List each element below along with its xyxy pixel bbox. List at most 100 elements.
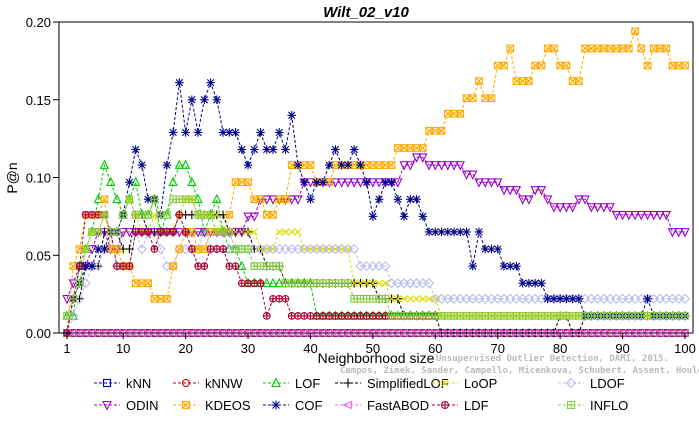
- data-point-odin: [368, 178, 378, 188]
- data-point-odin: [493, 178, 503, 188]
- data-point-loop: [150, 211, 159, 219]
- data-point-cof: [562, 294, 571, 304]
- data-point-inflo: [281, 279, 290, 288]
- data-point-inflo: [125, 195, 134, 204]
- data-point-kdeos: [100, 195, 109, 204]
- data-point-lof: [187, 176, 197, 187]
- data-point-ldf: [175, 210, 184, 219]
- data-point-ldf: [225, 262, 234, 270]
- data-point-ldof: [136, 243, 147, 255]
- data-point-lof: [268, 277, 278, 288]
- x-axis-title: Neighborhood size: [318, 350, 435, 366]
- data-point-ldf: [281, 294, 290, 303]
- data-point-odin: [486, 178, 497, 188]
- data-point-inflo: [256, 262, 265, 270]
- data-point-lof: [93, 193, 103, 204]
- data-point-odin: [555, 203, 565, 213]
- data-point-odin: [62, 294, 72, 305]
- data-point-inflo: [294, 279, 302, 288]
- y-tick-label-1: 0.05: [26, 248, 51, 263]
- data-point-inflo: [119, 210, 128, 219]
- data-point-inflo: [225, 228, 234, 236]
- data-point-inflo: [181, 195, 190, 204]
- data-point-loop: [213, 211, 221, 219]
- data-point-cof: [337, 160, 346, 170]
- data-point-ldf: [312, 312, 321, 320]
- data-point-cof: [418, 212, 428, 221]
- data-point-odin: [624, 210, 634, 221]
- data-point-kdeos: [175, 245, 184, 253]
- data-point-cof: [93, 244, 103, 254]
- data-point-cof: [530, 278, 540, 288]
- data-point-cof: [237, 145, 247, 154]
- credit-line-1: Unsupervised Outlier Detection, DAMI, 20…: [436, 353, 669, 364]
- data-point-odin: [511, 186, 522, 196]
- data-point-cof: [643, 294, 652, 304]
- data-point-odin: [174, 228, 185, 238]
- data-point-cof: [512, 261, 521, 271]
- data-point-inflo: [244, 245, 252, 253]
- data-point-odin: [430, 161, 440, 171]
- plot-lines: [66, 29, 685, 334]
- data-point-cof: [256, 128, 265, 137]
- data-point-ldf: [163, 228, 171, 236]
- series-line-cof: [66, 81, 685, 334]
- data-point-cof: [200, 95, 209, 105]
- data-point-inflo: [362, 294, 371, 303]
- data-point-odin: [149, 228, 160, 238]
- data-point-ldf: [94, 210, 103, 219]
- x-tick-label-30: 30: [241, 341, 255, 356]
- data-point-kdeos: [169, 262, 177, 270]
- credit-line-2: Campos, Zimek, Sander, Campello, Micenko…: [340, 365, 699, 376]
- data-point-odin: [355, 178, 366, 188]
- legend-item-kdeos: KDEOS: [173, 398, 251, 413]
- data-point-cof: [168, 128, 178, 137]
- data-point-kdeos: [649, 44, 658, 53]
- data-point-kdeos: [518, 77, 527, 85]
- data-point-odin: [468, 170, 478, 180]
- data-point-loop: [406, 295, 415, 303]
- data-point-ldf: [194, 262, 202, 270]
- data-point-cof: [225, 128, 234, 137]
- legend-marker-simplifiedlof: [343, 378, 353, 388]
- data-point-odin: [336, 178, 347, 188]
- data-point-cof: [362, 177, 371, 187]
- data-point-cof: [349, 145, 359, 154]
- data-point-ldf: [369, 312, 377, 320]
- data-point-inflo: [163, 210, 171, 219]
- data-point-odin: [193, 228, 203, 238]
- data-point-odin: [586, 203, 597, 213]
- data-point-odin: [118, 228, 128, 238]
- legend-label-inflo: INFLO: [590, 398, 628, 413]
- data-point-ldf: [269, 294, 277, 303]
- legend-item-cof: COF: [263, 398, 323, 413]
- data-point-inflo: [169, 195, 177, 204]
- data-point-loop: [387, 295, 396, 303]
- data-point-inflo: [319, 279, 327, 288]
- data-point-cof: [493, 244, 503, 254]
- data-point-kdeos: [599, 44, 608, 53]
- data-point-inflo: [468, 312, 477, 320]
- data-point-loop: [362, 279, 371, 287]
- data-point-loop: [381, 279, 390, 287]
- data-point-inflo: [375, 294, 383, 303]
- x-tick-label-40: 40: [303, 341, 317, 356]
- x-tick-label-10: 10: [116, 341, 130, 356]
- legend-item-loop: LoOP: [432, 376, 497, 391]
- data-point-lof: [130, 176, 141, 187]
- data-point-inflo: [150, 195, 159, 204]
- data-point-ldf: [300, 312, 309, 320]
- data-point-inflo: [356, 294, 365, 303]
- data-point-kdeos: [681, 61, 689, 70]
- data-point-kdeos: [306, 161, 315, 169]
- data-point-kdeos: [525, 77, 533, 85]
- data-point-odin: [574, 195, 584, 205]
- data-point-ldf: [81, 210, 90, 219]
- data-point-odin: [592, 203, 603, 213]
- x-tick-label-100: 100: [674, 341, 696, 356]
- data-point-cof: [574, 294, 584, 304]
- data-point-kdeos: [506, 44, 515, 53]
- data-point-ldf: [187, 245, 196, 253]
- legend-marker-odin: [102, 400, 112, 411]
- data-point-kdeos: [412, 144, 421, 152]
